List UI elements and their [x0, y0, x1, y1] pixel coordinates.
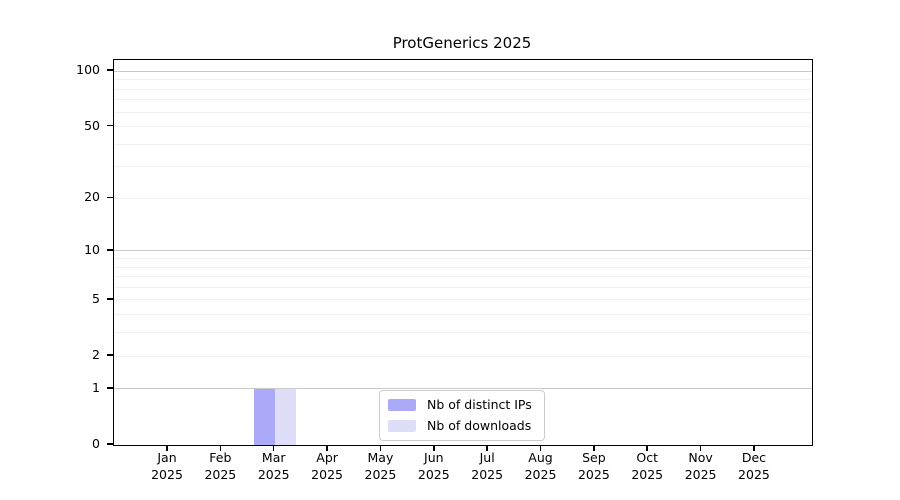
y-tick-label: 2	[92, 347, 100, 363]
x-tick-year: 2025	[364, 467, 397, 482]
y-tick-label: 10	[84, 241, 100, 257]
x-tick	[539, 445, 542, 451]
x-tick-label-feb: Feb 2025	[190, 449, 250, 483]
x-tick-year: 2025	[577, 467, 610, 482]
x-tick-month: Feb	[209, 450, 232, 465]
x-tick	[433, 445, 435, 451]
x-tick	[699, 445, 702, 451]
minor-gridline	[114, 266, 812, 268]
legend-swatch-downloads	[388, 419, 416, 432]
major-gridline	[114, 70, 812, 72]
x-tick-month: Mar	[261, 450, 286, 465]
minor-gridline	[114, 355, 812, 357]
x-tick-year: 2025	[257, 467, 290, 482]
x-tick-month: Dec	[741, 450, 767, 465]
x-tick-label-aug: Aug 2025	[511, 449, 571, 483]
x-tick-month: Jan	[157, 450, 177, 465]
x-tick-label-apr: Apr 2025	[297, 449, 357, 483]
x-tick-year: 2025	[524, 467, 557, 482]
minor-gridline	[114, 126, 812, 128]
x-tick-month: Apr	[316, 450, 338, 465]
x-tick-label-jan: Jan 2025	[137, 449, 197, 483]
minor-gridline	[114, 166, 812, 168]
x-tick	[593, 445, 595, 451]
y-tick	[107, 196, 113, 199]
x-tick-year: 2025	[151, 467, 183, 482]
chart-title: ProtGenerics 2025	[392, 34, 532, 52]
minor-gridline	[114, 299, 812, 301]
x-tick-month: Jun	[424, 450, 444, 465]
y-tick-label: 20	[84, 189, 100, 205]
x-tick	[166, 445, 168, 451]
bar-mar-series0	[253, 388, 275, 445]
x-tick	[272, 445, 275, 451]
x-tick	[753, 445, 755, 451]
x-tick-month: Nov	[688, 450, 713, 465]
x-tick	[379, 445, 382, 451]
minor-gridline	[114, 88, 812, 90]
y-tick-label: 1	[92, 379, 100, 395]
y-tick-label: 100	[76, 62, 100, 78]
minor-gridline	[114, 111, 812, 113]
y-tick-label: 0	[92, 436, 100, 451]
x-tick-label-jul: Jul 2025	[457, 449, 517, 483]
minor-gridline	[114, 99, 812, 101]
y-tick	[107, 354, 113, 356]
legend-item: Nb of distinct IPs	[388, 397, 536, 412]
x-tick-year: 2025	[631, 467, 664, 482]
plot-area	[113, 59, 813, 446]
y-tick-label: 5	[92, 290, 100, 306]
x-tick-label-mar: Mar 2025	[244, 449, 304, 483]
x-tick-year: 2025	[738, 467, 770, 482]
legend-swatch-distinct-ips	[388, 398, 416, 411]
y-tick	[107, 124, 113, 127]
x-tick-label-oct: Oct 2025	[617, 449, 677, 483]
x-tick	[219, 445, 222, 451]
major-gridline	[114, 388, 812, 390]
x-tick-label-sep: Sep 2025	[564, 449, 624, 483]
minor-gridline	[114, 332, 812, 334]
x-tick-month: Aug	[528, 450, 553, 465]
x-tick-year: 2025	[417, 467, 450, 482]
minor-gridline	[114, 79, 812, 81]
y-tick	[107, 298, 113, 300]
x-tick-month: Sep	[582, 450, 606, 465]
x-tick-year: 2025	[471, 467, 504, 482]
minor-gridline	[114, 276, 812, 278]
x-tick-label-dec: Dec 2025	[724, 449, 784, 483]
legend-label: Nb of distinct IPs	[427, 397, 532, 412]
x-tick-label-nov: Nov 2025	[671, 449, 731, 483]
major-gridline	[114, 250, 812, 252]
minor-gridline	[114, 258, 812, 259]
minor-gridline	[114, 197, 812, 199]
x-tick-year: 2025	[311, 467, 343, 482]
bar-mar-series1	[274, 388, 296, 445]
minor-gridline	[114, 143, 812, 145]
x-tick-year: 2025	[204, 467, 237, 482]
y-tick	[107, 69, 113, 71]
legend-item: Nb of downloads	[388, 418, 536, 433]
x-tick-month: May	[367, 450, 394, 465]
x-tick-month: Oct	[636, 450, 659, 465]
y-tick	[107, 387, 113, 389]
minor-gridline	[114, 314, 812, 316]
x-tick	[486, 445, 488, 451]
x-tick-label-jun: Jun 2025	[404, 449, 464, 483]
y-tick	[107, 249, 113, 251]
minor-gridline	[114, 286, 812, 288]
legend-label: Nb of downloads	[427, 418, 532, 433]
y-tick-label: 50	[84, 117, 100, 133]
x-tick	[326, 445, 328, 451]
y-tick	[107, 443, 113, 445]
x-tick-month: Jul	[479, 450, 495, 465]
legend: Nb of distinct IPs Nb of downloads	[379, 390, 545, 441]
x-tick	[646, 445, 648, 451]
x-tick-label-may: May 2025	[350, 449, 410, 483]
x-tick-year: 2025	[684, 467, 717, 482]
